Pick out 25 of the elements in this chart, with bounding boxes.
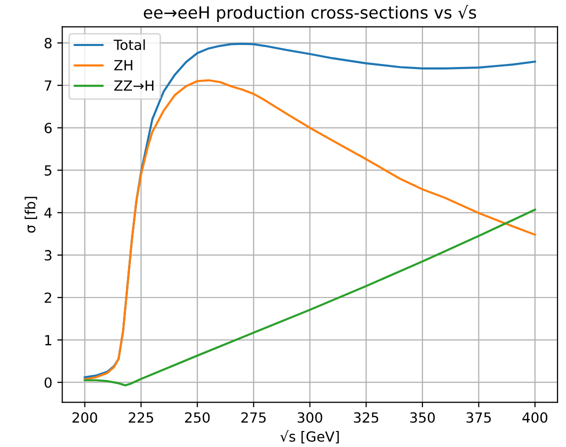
x-tick-label: 275 xyxy=(241,412,266,423)
y-tick-label: 8 xyxy=(44,38,52,48)
y-tick-label: 0 xyxy=(44,377,52,388)
y-axis-title: σ [fb] xyxy=(24,196,38,233)
legend-label: ZH xyxy=(114,60,132,70)
x-tick-label: 250 xyxy=(185,412,210,423)
y-tick-label: 4 xyxy=(44,208,52,218)
x-tick-label: 300 xyxy=(298,412,322,423)
y-tick-label: 7 xyxy=(44,80,52,91)
chart-title: ee→eeH production cross-sections vs √s xyxy=(144,4,476,22)
y-tick-label: 6 xyxy=(44,122,52,134)
x-tick-label: 400 xyxy=(522,412,548,423)
y-tick-label: 5 xyxy=(44,165,52,176)
line-series xyxy=(84,208,536,386)
x-axis-title: √s [GeV] xyxy=(280,430,339,444)
legend-label: ZZ→H xyxy=(114,80,154,91)
x-tick-label: 375 xyxy=(466,412,491,423)
x-tick-label: 350 xyxy=(410,412,435,423)
x-tick-label: 225 xyxy=(128,412,154,423)
legend-label: Total xyxy=(114,39,145,50)
y-tick-label: 3 xyxy=(44,250,52,261)
x-tick-label: 325 xyxy=(354,412,378,423)
x-tick-label: 200 xyxy=(72,412,98,423)
y-tick-label: 2 xyxy=(44,292,52,303)
y-tick-label: 1 xyxy=(45,335,52,346)
